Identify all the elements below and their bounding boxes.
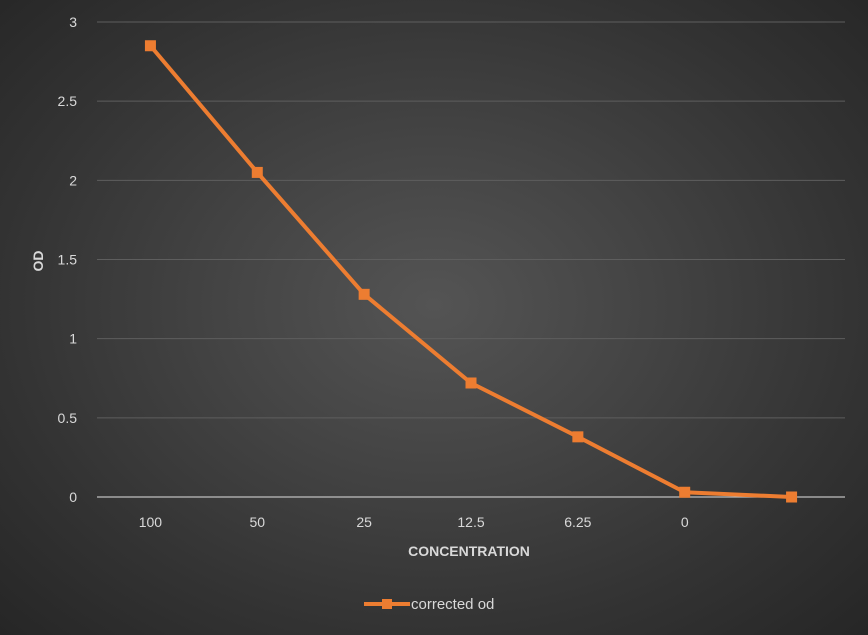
x-axis-tick-labels: 100 50 25 12.5 6.25 0 — [139, 514, 689, 530]
gridlines — [97, 21, 845, 498]
x-tick-label: 6.25 — [564, 514, 591, 530]
x-tick-label: 25 — [356, 514, 372, 530]
legend-marker-swatch — [382, 599, 392, 609]
legend: corrected od — [364, 596, 494, 613]
legend-label: corrected od — [411, 596, 494, 613]
y-axis-title: OD — [30, 251, 46, 272]
y-tick-label: 2 — [69, 172, 77, 188]
data-point-marker — [251, 166, 263, 178]
data-point-marker — [144, 40, 156, 52]
y-tick-label: 1 — [69, 331, 77, 347]
x-tick-label: 100 — [139, 514, 163, 530]
x-tick-label: 0 — [681, 514, 689, 530]
y-tick-label: 3 — [69, 14, 77, 30]
series-layer — [144, 40, 798, 503]
data-point-marker — [572, 431, 584, 443]
y-axis-tick-labels: 0 0.5 1 1.5 2 2.5 3 — [58, 14, 78, 505]
data-point-marker — [358, 288, 370, 300]
series-line — [148, 43, 794, 499]
x-tick-label: 50 — [249, 514, 265, 530]
data-point-marker — [465, 377, 477, 389]
y-tick-label: 0.5 — [58, 410, 78, 426]
data-point-marker — [786, 491, 798, 503]
y-tick-label: 2.5 — [58, 93, 78, 109]
y-tick-label: 0 — [69, 489, 77, 505]
y-tick-label: 1.5 — [58, 252, 78, 268]
x-axis-title: CONCENTRATION — [408, 543, 530, 559]
x-tick-label: 12.5 — [457, 514, 484, 530]
data-point-marker — [679, 486, 691, 498]
